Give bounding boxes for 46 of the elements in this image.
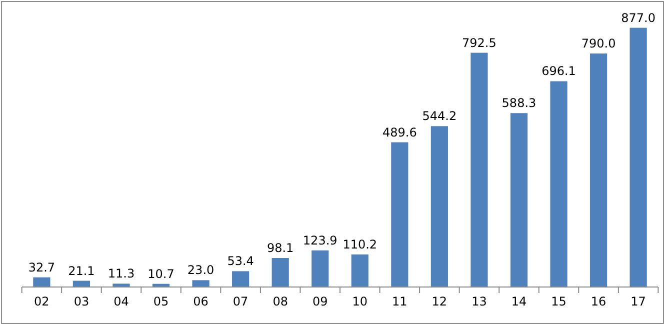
data-label: 10.7 [148,266,174,281]
data-label: 21.1 [68,264,95,278]
x-tick-label: 10 [352,294,368,309]
x-tick-label: 16 [590,294,606,309]
bar [192,280,210,287]
data-label: 98.1 [266,241,294,256]
data-label: 11.3 [108,266,135,281]
data-label: 544.2 [422,109,457,124]
bar [590,53,608,287]
bar [272,258,289,287]
bar [391,142,408,287]
data-label: 877.0 [621,10,656,25]
x-tick-label: 02 [34,294,50,309]
bar [232,271,250,287]
x-tick-label: 03 [74,294,90,309]
x-tick-label: 08 [272,294,288,309]
data-label: 23.0 [187,263,214,278]
bar [630,28,647,287]
data-label: 110.2 [342,237,378,252]
bar [430,126,448,287]
bar [510,113,528,287]
data-label: 588.3 [502,96,536,110]
data-label: 792.5 [462,36,496,50]
x-tick-label: 04 [114,294,129,309]
data-label: 696.1 [542,64,576,78]
data-label: 489.6 [382,125,417,140]
x-tick-label: 05 [153,294,169,309]
x-tick-label: 12 [432,294,448,309]
x-tick-label: 14 [511,294,527,309]
x-tick-label: 13 [472,294,487,309]
x-tick-label: 15 [551,294,566,309]
data-label: 53.4 [227,254,254,268]
x-tick-label: 09 [312,294,328,309]
data-label: 123.9 [302,233,338,248]
x-tick-label: 07 [232,294,248,309]
bar [351,254,368,287]
data-label: 32.7 [28,260,56,274]
data-label: 790.0 [581,36,616,50]
bar [112,284,130,287]
bar [312,250,329,287]
bar [33,277,50,287]
x-tick-label: 11 [392,294,408,309]
x-tick-label: 17 [630,294,646,309]
bar [550,81,568,287]
x-tick-label: 06 [193,294,208,309]
bar [470,52,488,287]
